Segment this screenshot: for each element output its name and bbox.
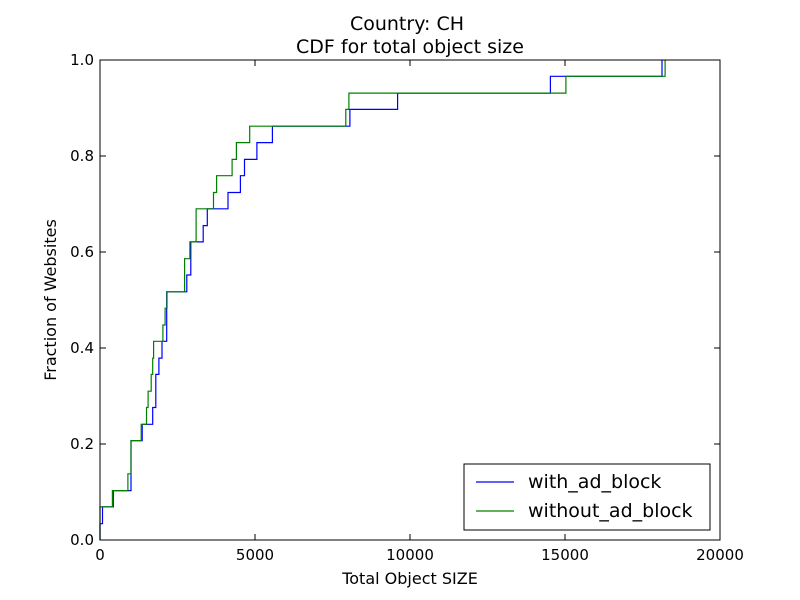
series-lines bbox=[99, 60, 666, 540]
y-tick-label: 0.2 bbox=[70, 435, 94, 453]
y-tick-label: 0.8 bbox=[70, 147, 94, 165]
chart-subtitle: CDF for total object size bbox=[296, 36, 524, 58]
plot-frame bbox=[99, 59, 721, 541]
legend: with_ad_block without_ad_block bbox=[463, 463, 711, 531]
x-axis-label: Total Object SIZE bbox=[341, 569, 478, 588]
chart-title: Country: CH bbox=[350, 13, 464, 35]
y-tick-label: 1.0 bbox=[70, 51, 94, 69]
series-line-without-ad-block bbox=[99, 60, 666, 540]
plot-area bbox=[100, 60, 720, 540]
y-tick-label: 0.0 bbox=[70, 531, 94, 549]
y-axis-label: Fraction of Websites bbox=[41, 219, 60, 381]
legend-label-without-ad-block: without_ad_block bbox=[528, 500, 693, 522]
legend-label-with-ad-block: with_ad_block bbox=[528, 471, 661, 493]
legend-box bbox=[463, 463, 711, 531]
x-tick-label: 10000 bbox=[386, 546, 434, 564]
x-tick-label: 15000 bbox=[541, 546, 589, 564]
x-tick-label: 5000 bbox=[236, 546, 274, 564]
y-tick-label: 0.6 bbox=[70, 243, 94, 261]
x-tick-label: 0 bbox=[95, 546, 105, 564]
x-tick-label: 20000 bbox=[696, 546, 744, 564]
y-tick-label: 0.4 bbox=[70, 339, 94, 357]
